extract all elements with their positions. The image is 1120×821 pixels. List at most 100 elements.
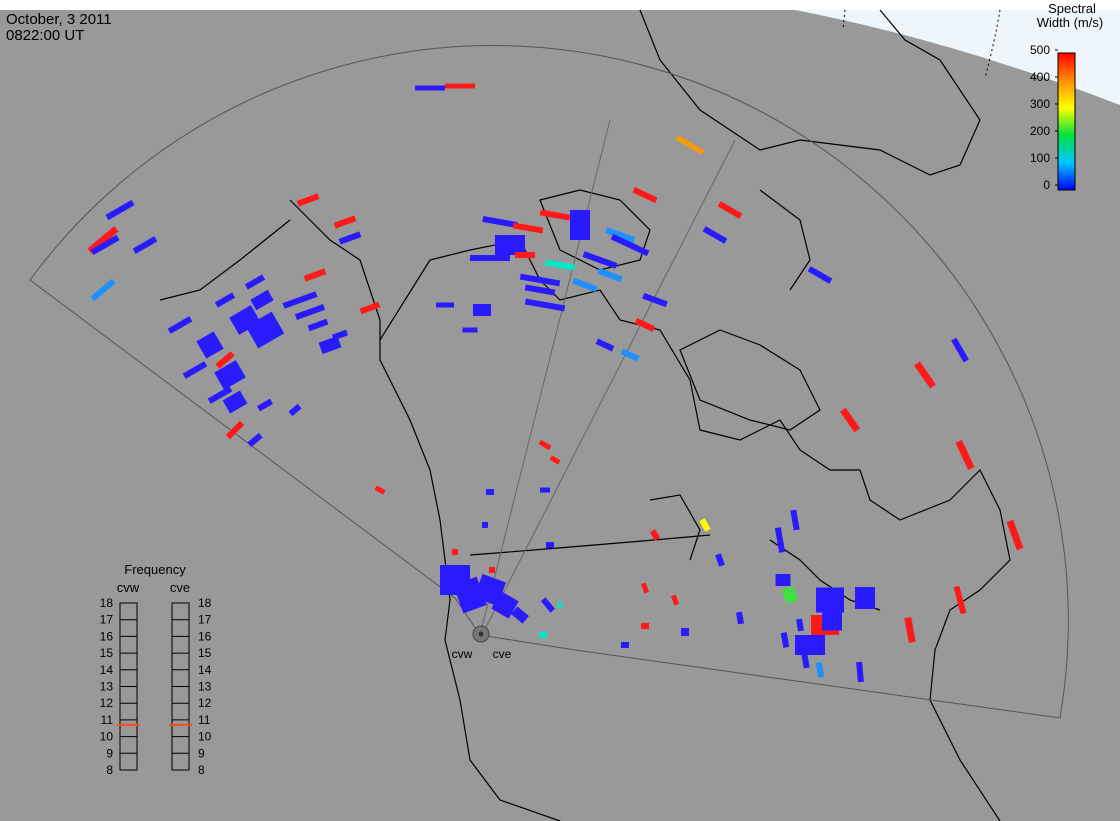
radar-cell bbox=[445, 83, 475, 89]
radar-cell bbox=[473, 304, 491, 316]
radar-cell bbox=[282, 291, 318, 309]
radar-cell bbox=[642, 292, 668, 308]
radar-cell bbox=[822, 605, 842, 631]
radar-cell bbox=[318, 335, 342, 355]
radar-cell bbox=[215, 351, 235, 369]
radar-cell bbox=[914, 361, 936, 389]
colorbar-tick-label: 100 bbox=[1030, 151, 1050, 165]
colorbar-title: Spectral bbox=[1048, 1, 1096, 16]
radar-cell bbox=[775, 574, 791, 586]
radar-cell bbox=[524, 298, 566, 312]
date: October, 3 2011 bbox=[6, 11, 112, 28]
radar-cell bbox=[540, 597, 556, 613]
frequency-tick-label: 15 bbox=[100, 646, 114, 660]
radar-cell bbox=[790, 509, 800, 531]
frequency-panel: cvw 8 9 10 11 12 13 14 15 16 17 18 cve 8 9 10 11 12 13 14 15… bbox=[100, 580, 212, 777]
frequency-tick-label: 12 bbox=[100, 696, 114, 710]
radar-cell bbox=[856, 661, 864, 683]
radar-cell bbox=[557, 602, 563, 608]
frequency-tick-label: 15 bbox=[198, 646, 212, 660]
radar-cell bbox=[539, 209, 571, 221]
colorbar bbox=[1057, 52, 1076, 191]
radar-cell bbox=[415, 85, 445, 91]
radar-cell bbox=[582, 251, 618, 269]
frequency-tick-label: 16 bbox=[100, 629, 114, 643]
radar-cell bbox=[634, 318, 656, 332]
frequency-tick-label: 9 bbox=[198, 746, 205, 760]
frequency-tick-label: 17 bbox=[198, 613, 212, 627]
terminator bbox=[842, 9, 1001, 79]
radar-cell bbox=[800, 647, 810, 669]
frequency-tick-label: 13 bbox=[100, 680, 114, 694]
frequency-tick-label: 14 bbox=[100, 663, 114, 677]
radar-cell bbox=[736, 611, 744, 625]
radar-cell bbox=[167, 316, 193, 334]
radar-cell bbox=[715, 553, 725, 567]
radar-cell bbox=[307, 318, 329, 332]
radar-cell bbox=[515, 252, 535, 258]
radar-cell bbox=[699, 518, 711, 532]
beam-lines bbox=[479, 119, 736, 636]
radar-cell bbox=[105, 199, 135, 221]
radar-cell bbox=[87, 226, 119, 254]
radar-name: cve bbox=[170, 580, 190, 595]
radar-cell bbox=[1006, 519, 1024, 551]
radar-cell bbox=[640, 582, 650, 594]
radar-cell bbox=[359, 301, 381, 315]
radar-cell bbox=[538, 439, 552, 451]
radar-cell bbox=[904, 617, 916, 643]
frequency-tick-label: 10 bbox=[198, 730, 212, 744]
radar-cell bbox=[641, 623, 649, 629]
radar-cell bbox=[250, 289, 274, 311]
radar-cell bbox=[795, 635, 825, 655]
radar-cell bbox=[462, 327, 478, 333]
radar-cell bbox=[214, 360, 246, 390]
frequency-tick-label: 17 bbox=[100, 613, 114, 627]
frequency-tick-label: 9 bbox=[106, 746, 113, 760]
radar-cells bbox=[87, 83, 1024, 683]
radar-cell bbox=[546, 542, 554, 548]
radar-cell bbox=[610, 233, 650, 257]
radar-cell bbox=[452, 549, 458, 555]
radar-cell bbox=[717, 201, 743, 219]
radar-cell bbox=[495, 235, 525, 255]
radar-cell bbox=[90, 234, 120, 256]
radar-cell bbox=[90, 278, 116, 302]
colorbar-tick-label: 500 bbox=[1030, 43, 1050, 57]
time: 0822:00 UT bbox=[6, 27, 84, 44]
frequency-tick-label: 14 bbox=[198, 663, 212, 677]
radar-cell bbox=[229, 305, 261, 335]
radar-cell bbox=[296, 193, 320, 207]
colorbar-tick-label: 400 bbox=[1030, 70, 1050, 84]
radar-cell bbox=[572, 277, 598, 293]
radar-cell bbox=[257, 398, 273, 412]
radar-cell bbox=[214, 292, 236, 308]
radar-cell bbox=[512, 222, 544, 234]
frequency-title: Frequency bbox=[124, 562, 186, 577]
radar-cell bbox=[331, 329, 349, 341]
radar-cell bbox=[288, 403, 302, 417]
radar-cell bbox=[482, 522, 488, 528]
radar-cell bbox=[489, 567, 495, 573]
radar-cell bbox=[207, 386, 233, 404]
field-of-view bbox=[29, 45, 1069, 719]
frequency-tick-label: 18 bbox=[198, 596, 212, 610]
radar-cell bbox=[570, 210, 590, 240]
frequency-tick-label: 18 bbox=[100, 596, 114, 610]
radar-cell bbox=[839, 407, 861, 433]
colorbar-tick-label: 300 bbox=[1030, 97, 1050, 111]
frequency-tick-label: 12 bbox=[198, 696, 212, 710]
radar-cell bbox=[670, 594, 680, 606]
radar-cell bbox=[953, 585, 967, 615]
radar-cell bbox=[524, 284, 556, 296]
radar-site-dot bbox=[478, 631, 484, 637]
radar-cell bbox=[649, 529, 661, 541]
radar-cell bbox=[540, 487, 550, 493]
radar-cell bbox=[807, 266, 833, 284]
site-label: cvw bbox=[452, 647, 473, 661]
daylight-region bbox=[795, 10, 1120, 105]
radar-cell bbox=[539, 632, 547, 638]
frequency-tick-label: 11 bbox=[101, 713, 114, 727]
